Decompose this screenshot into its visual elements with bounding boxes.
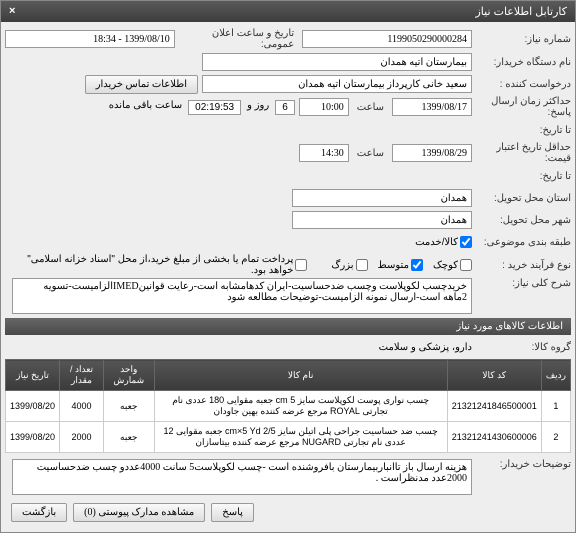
footer-buttons: پاسخ مشاهده مدارک پیوستی (0) بازگشت [5,497,571,528]
label-saat-2: ساعت [357,148,384,159]
label-pub-date: تاریخ و ساعت اعلان عمومی: [183,28,294,50]
valid-date-input[interactable] [392,144,472,162]
label-valid-deadline: حداقل تاریخ اعتبار قیمت: [476,142,571,164]
need-no-input[interactable] [302,30,472,48]
large-label: بزرگ [331,260,353,271]
goods-checkbox[interactable] [460,236,472,248]
table-cell: چسب نواری پوست لکوپلاست سایز 5 cm جعبه م… [154,391,447,422]
city-input[interactable] [292,211,472,229]
valid-time-input[interactable] [299,144,349,162]
budget-group: کالا/خدمت [415,236,472,248]
buyer-notes-textarea[interactable] [12,459,472,495]
buyer-org-input[interactable] [202,53,472,71]
label-buyer-org: نام دستگاه خریدار: [476,57,571,68]
table-header: تعداد / مقدار [60,360,104,391]
label-until-1: تا تاریخ: [476,125,571,136]
resp-date-input[interactable] [392,98,472,116]
window: کارتابل اطلاعات نیاز × شماره نیاز: تاریخ… [0,0,576,533]
window-title: کارتابل اطلاعات نیاز [475,5,567,18]
table-cell: 2000 [60,422,104,453]
table-header: تاریخ نیاز [6,360,60,391]
label-saat-1: ساعت [357,102,384,113]
group-value: دارو، پزشکی و سلامت [379,342,472,353]
table-cell: جعبه [104,391,155,422]
contact-button[interactable]: اطلاعات تماس خریدار [85,75,198,94]
table-cell: چسب ضد حساسیت جراحی پلی اتیلن سایز cm×5 … [154,422,447,453]
pub-date-input[interactable] [5,30,175,48]
table-cell: 1399/08/20 [6,391,60,422]
content-area: شماره نیاز: تاریخ و ساعت اعلان عمومی: نا… [1,22,575,532]
days-box: 6 [275,100,295,115]
province-input[interactable] [292,189,472,207]
countdown: 6 روز و 02:19:53 ساعت باقی مانده [109,100,295,115]
items-table: ردیفکد کالانام کالاواحد شمارشتعداد / مقد… [5,359,571,453]
label-desc: شرح کلی نیاز: [476,278,571,289]
attachments-button[interactable]: مشاهده مدارک پیوستی (0) [73,503,205,522]
goods-service-label: کالا/خدمت [415,237,458,248]
small-checkbox[interactable] [460,259,472,271]
table-header: واحد شمارش [104,360,155,391]
label-remain: ساعت باقی مانده [109,100,182,115]
label-group: گروه کالا: [476,342,571,353]
table-cell: 21321241846500001 [447,391,541,422]
table-header: ردیف [541,360,570,391]
table-cell: 4000 [60,391,104,422]
description-textarea[interactable] [12,278,472,314]
table-row[interactable]: 121321241846500001چسب نواری پوست لکوپلاس… [6,391,571,422]
table-header: کد کالا [447,360,541,391]
countdown-box: 02:19:53 [188,100,241,115]
items-section-header: اطلاعات کالاهای مورد نیاز [5,318,571,335]
close-icon[interactable]: × [9,5,15,18]
small-label: کوچک [433,260,458,271]
titlebar: کارتابل اطلاعات نیاز × [1,1,575,22]
label-city: شهر محل تحویل: [476,215,571,226]
table-cell: جعبه [104,422,155,453]
table-cell: 21321241430600006 [447,422,541,453]
table-cell: 1 [541,391,570,422]
table-header: نام کالا [154,360,447,391]
label-budget: طبقه بندی موضوعی: [476,237,571,248]
treasury-label: پرداخت تمام یا بخشی از مبلغ خرید،از محل … [5,254,293,276]
size-group: کوچک متوسط بزرگ [331,259,472,271]
requester-input[interactable] [202,75,472,93]
label-buyer-notes: توضیحات خریدار: [476,459,571,470]
medium-checkbox[interactable] [411,259,423,271]
resp-time-input[interactable] [299,98,349,116]
treasury-checkbox[interactable] [295,259,307,271]
label-province: استان محل تحویل: [476,193,571,204]
back-button[interactable]: بازگشت [11,503,67,522]
table-row[interactable]: 221321241430600006چسب ضد حساسیت جراحی پل… [6,422,571,453]
label-need-no: شماره نیاز: [476,34,571,45]
label-until-2: تا تاریخ: [476,171,571,182]
reply-button[interactable]: پاسخ [211,503,254,522]
table-cell: 2 [541,422,570,453]
label-process: نوع فرآیند خرید : [476,260,571,271]
label-rooz: روز و [247,100,269,115]
label-requester: درخواست کننده : [476,79,571,90]
table-cell: 1399/08/20 [6,422,60,453]
large-checkbox[interactable] [356,259,368,271]
label-resp-deadline: حداکثر زمان ارسال پاسخ: [476,96,571,118]
medium-label: متوسط [378,260,409,271]
